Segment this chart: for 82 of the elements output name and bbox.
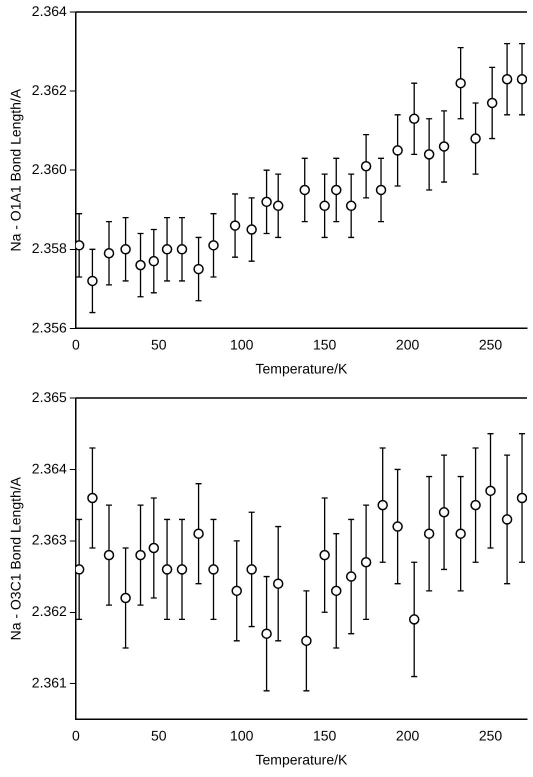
point xyxy=(301,636,312,646)
point xyxy=(470,133,481,144)
point xyxy=(346,200,356,212)
point xyxy=(502,74,512,84)
x-tick-label: 250 xyxy=(478,336,502,353)
x-tick-label: 0 xyxy=(72,336,80,353)
y-tick-label: 2.365 xyxy=(32,388,68,405)
point xyxy=(208,564,219,575)
point xyxy=(319,200,330,212)
y-tick-label: 2.356 xyxy=(32,319,68,336)
x-tick-label: 50 xyxy=(150,336,167,353)
point xyxy=(392,521,403,532)
x-axis-title: Temperature/K xyxy=(256,360,348,376)
point xyxy=(148,256,160,266)
y-tick-label: 2.364 xyxy=(32,2,68,19)
point xyxy=(360,557,372,568)
x-tick-label: 150 xyxy=(312,728,337,744)
point xyxy=(261,628,272,639)
point xyxy=(208,240,219,251)
point xyxy=(148,542,160,554)
x-tick-label: 150 xyxy=(312,336,337,353)
point xyxy=(438,141,450,152)
y-tick-label: 2.362 xyxy=(32,82,68,98)
x-tick-label: 50 xyxy=(150,728,167,744)
point xyxy=(261,196,272,208)
point xyxy=(408,614,420,625)
point xyxy=(120,244,131,255)
y-tick-label: 2.361 xyxy=(32,674,68,691)
point xyxy=(246,224,257,235)
y-tick-label: 2.364 xyxy=(32,460,68,476)
point xyxy=(104,550,114,560)
point xyxy=(162,244,172,255)
x-tick-label: 100 xyxy=(230,336,254,353)
point xyxy=(272,578,284,589)
point xyxy=(424,149,434,160)
x-tick-label: 250 xyxy=(478,728,502,744)
point xyxy=(346,571,356,582)
point xyxy=(162,564,172,575)
point xyxy=(87,276,98,286)
point xyxy=(392,145,403,156)
point xyxy=(193,528,204,539)
point xyxy=(331,586,342,596)
point xyxy=(299,184,310,196)
point xyxy=(485,486,496,496)
y-tick-label: 2.358 xyxy=(32,240,68,256)
point xyxy=(486,98,498,108)
point xyxy=(193,264,204,274)
point xyxy=(516,492,527,504)
point xyxy=(135,550,146,560)
y-axis-title: Na - O3C1 Bond Length/A xyxy=(7,476,24,640)
point xyxy=(231,586,242,596)
y-tick-label: 2.360 xyxy=(32,161,68,178)
point xyxy=(176,564,188,575)
y-axis-title: Na - O1A1 Bond Length/A xyxy=(7,88,24,252)
point xyxy=(502,514,512,525)
point xyxy=(246,564,257,575)
y-tick-label: 2.363 xyxy=(32,532,68,548)
point xyxy=(470,500,481,510)
point xyxy=(455,78,466,88)
point xyxy=(438,507,450,518)
point xyxy=(104,248,114,259)
point xyxy=(408,114,420,124)
point xyxy=(424,528,434,539)
x-tick-label: 200 xyxy=(396,336,420,353)
x-axis-title: Temperature/K xyxy=(256,751,348,768)
point xyxy=(135,260,146,270)
point xyxy=(120,592,131,604)
point xyxy=(87,492,98,504)
point xyxy=(272,200,284,212)
point xyxy=(516,74,527,84)
x-tick-label: 100 xyxy=(230,728,254,744)
point xyxy=(376,184,386,196)
y-tick-label: 2.362 xyxy=(32,603,68,620)
point xyxy=(230,220,240,231)
point xyxy=(377,500,388,510)
point xyxy=(360,160,372,172)
point xyxy=(319,550,330,560)
point xyxy=(176,244,188,255)
x-tick-label: 0 xyxy=(72,728,80,744)
point xyxy=(331,184,342,196)
point xyxy=(455,528,466,539)
x-tick-label: 200 xyxy=(396,728,420,744)
